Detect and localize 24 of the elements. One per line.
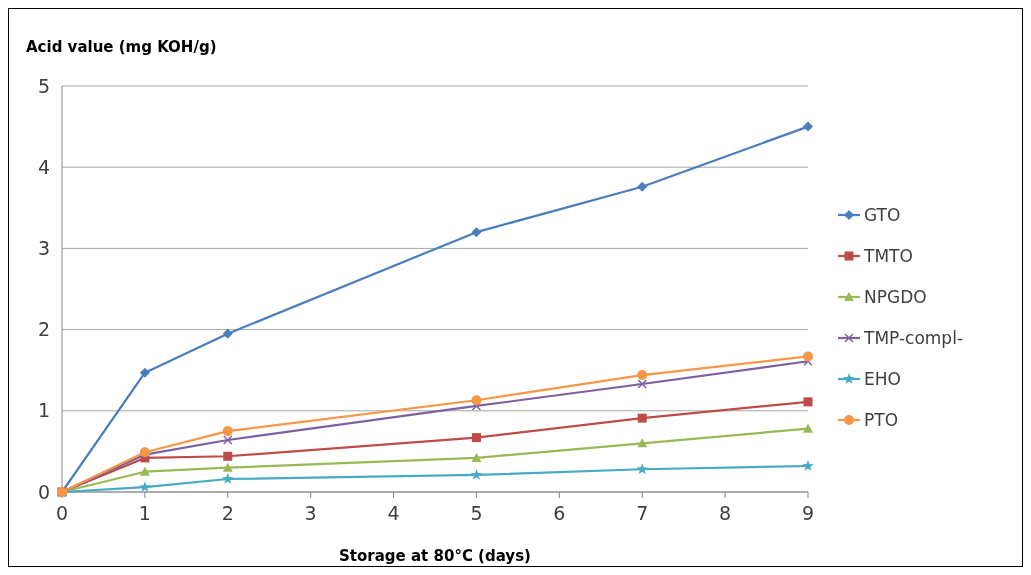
x-tick-label: 8 (719, 502, 732, 524)
legend-label: NPGDO (864, 286, 927, 307)
y-tick-label: 3 (37, 237, 50, 260)
y-tick-label: 4 (37, 155, 50, 178)
legend-label: TMTO (863, 245, 913, 266)
x-tick-label: 5 (470, 502, 483, 524)
x-tick-label: 0 (55, 502, 69, 524)
x-tick-label: 4 (387, 502, 400, 524)
legend-label: PTO (864, 409, 899, 430)
x-tick-label: 2 (221, 502, 234, 524)
x-tick-label: 9 (801, 502, 815, 524)
legend-label: EHO (864, 368, 901, 389)
y-tick-label: 5 (37, 74, 50, 97)
x-tick-label: 7 (636, 502, 649, 524)
y-tick-label: 0 (37, 480, 50, 503)
y-tick-label: 1 (37, 399, 50, 422)
x-tick-label: 6 (553, 502, 566, 524)
x-tick-label: 1 (138, 502, 151, 524)
legend-label: TMP-compl- (863, 327, 964, 348)
y-axis-title: Acid value (mg KOH/g) (26, 38, 217, 56)
x-axis-title: Storage at 80°C (days) (339, 547, 531, 565)
y-tick-label: 2 (37, 318, 50, 341)
x-tick-label: 3 (304, 502, 317, 524)
legend-label: GTO (864, 204, 901, 225)
